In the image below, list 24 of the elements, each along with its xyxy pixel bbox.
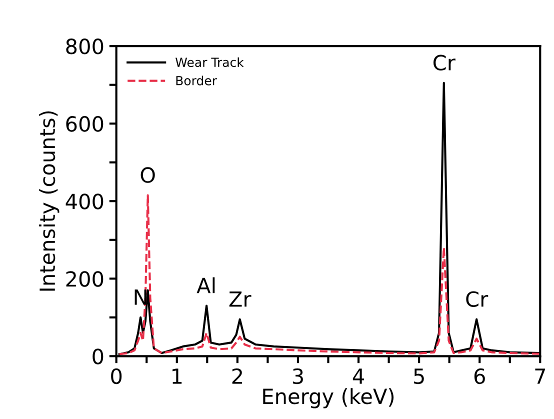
y-tick-label: 800 xyxy=(66,38,104,54)
x-tick-label: 6 xyxy=(474,368,485,384)
y-tick-label: 600 xyxy=(66,116,104,132)
annotation: Cr xyxy=(466,291,488,307)
annotation: Zr xyxy=(229,291,252,307)
y-tick-label: 0 xyxy=(92,348,104,364)
x-tick-label: 2 xyxy=(232,368,242,384)
x-tick-label: 3 xyxy=(292,368,303,384)
x-axis-title: Energy (keV) xyxy=(263,388,394,408)
x-tick-label: 0 xyxy=(111,368,122,384)
y-tick-label: 400 xyxy=(66,194,104,210)
annotation: N xyxy=(134,290,146,305)
x-tick-label: 1 xyxy=(172,368,182,384)
legend-label: Wear Track xyxy=(176,57,244,68)
annotation: Cr xyxy=(433,54,456,71)
x-tick-label: 4 xyxy=(352,368,364,384)
annotation: O xyxy=(140,167,155,183)
annotation: Al xyxy=(196,277,215,294)
y-tick-label: 200 xyxy=(66,271,104,287)
legend-label: Border xyxy=(176,76,217,86)
x-tick-label: 5 xyxy=(414,368,424,384)
x-tick-label: 7 xyxy=(535,368,545,384)
y-axis-title: Intensity (counts) xyxy=(39,111,60,291)
line-series xyxy=(118,194,540,356)
